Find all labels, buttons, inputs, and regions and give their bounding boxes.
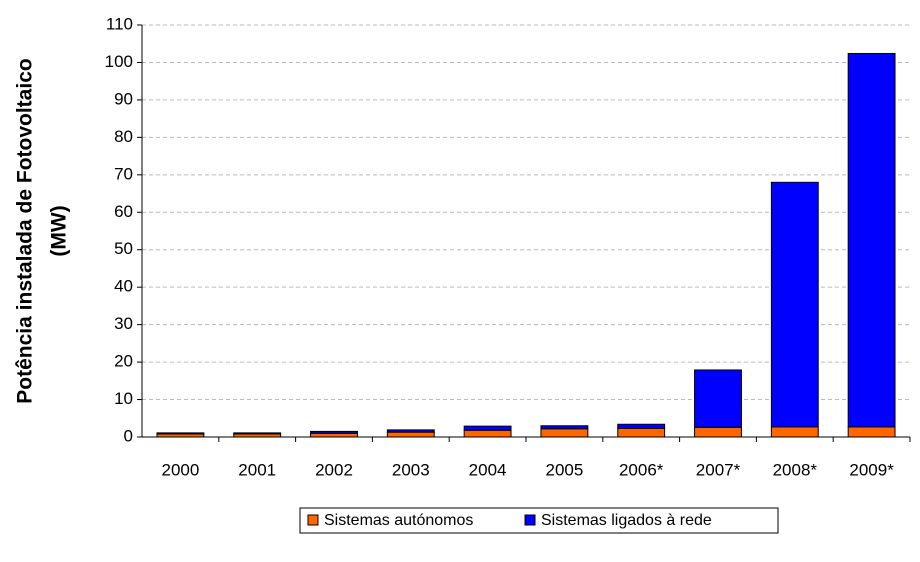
y-tick-label: 100 xyxy=(105,52,133,71)
bar-segment xyxy=(540,428,589,438)
bar-segment xyxy=(310,432,358,438)
y-tick-label: 40 xyxy=(114,277,133,296)
x-tick-label: 2001 xyxy=(238,460,276,479)
legend-label: Sistemas autónomos xyxy=(324,512,473,529)
x-tick-label: 2002 xyxy=(315,460,353,479)
bar-segment xyxy=(156,432,205,435)
bar-segment xyxy=(617,423,666,429)
y-tick-label: 20 xyxy=(114,352,133,371)
bar-segment xyxy=(463,425,512,431)
bar-segment xyxy=(770,426,819,438)
bar-segment xyxy=(310,430,358,434)
x-tick-label: 2005 xyxy=(545,460,583,479)
bar-segment xyxy=(617,427,666,438)
x-tick-label: 2008* xyxy=(773,460,818,479)
bar-segment xyxy=(694,369,742,428)
y-axis-title: (MW) xyxy=(48,205,71,256)
y-tick-label: 50 xyxy=(114,239,133,258)
y-tick-label: 70 xyxy=(114,164,133,183)
y-axis-title: Potência instalada de Fotovoltaico xyxy=(14,58,37,403)
bar-segment xyxy=(386,429,435,433)
y-tick-label: 110 xyxy=(106,14,133,33)
y-tick-label: 60 xyxy=(114,202,133,221)
bar-segment xyxy=(463,429,512,438)
y-tick-label: 80 xyxy=(114,127,133,146)
x-tick-label: 2007* xyxy=(696,460,741,479)
x-tick-label: 2000 xyxy=(161,460,199,479)
y-tick-label: 10 xyxy=(114,389,133,408)
y-tick-label: 0 xyxy=(124,426,133,445)
bar-segment xyxy=(386,431,435,438)
x-tick-label: 2003 xyxy=(392,460,430,479)
bar-segment xyxy=(847,426,896,438)
bar-segment xyxy=(770,181,819,428)
x-tick-label: 2004 xyxy=(469,460,507,479)
legend-label: Sistemas ligados à rede xyxy=(541,512,712,529)
bar-segment xyxy=(694,426,742,438)
legend-marker xyxy=(307,514,319,526)
legend-box xyxy=(299,507,779,534)
y-tick-label: 90 xyxy=(114,89,133,108)
bar-segment xyxy=(233,432,282,435)
legend-marker xyxy=(524,514,536,526)
y-tick-label: 30 xyxy=(114,314,133,333)
x-tick-label: 2009* xyxy=(849,460,894,479)
bar-segment xyxy=(540,425,589,430)
bar-segment xyxy=(847,52,896,428)
x-tick-label: 2006* xyxy=(619,460,664,479)
